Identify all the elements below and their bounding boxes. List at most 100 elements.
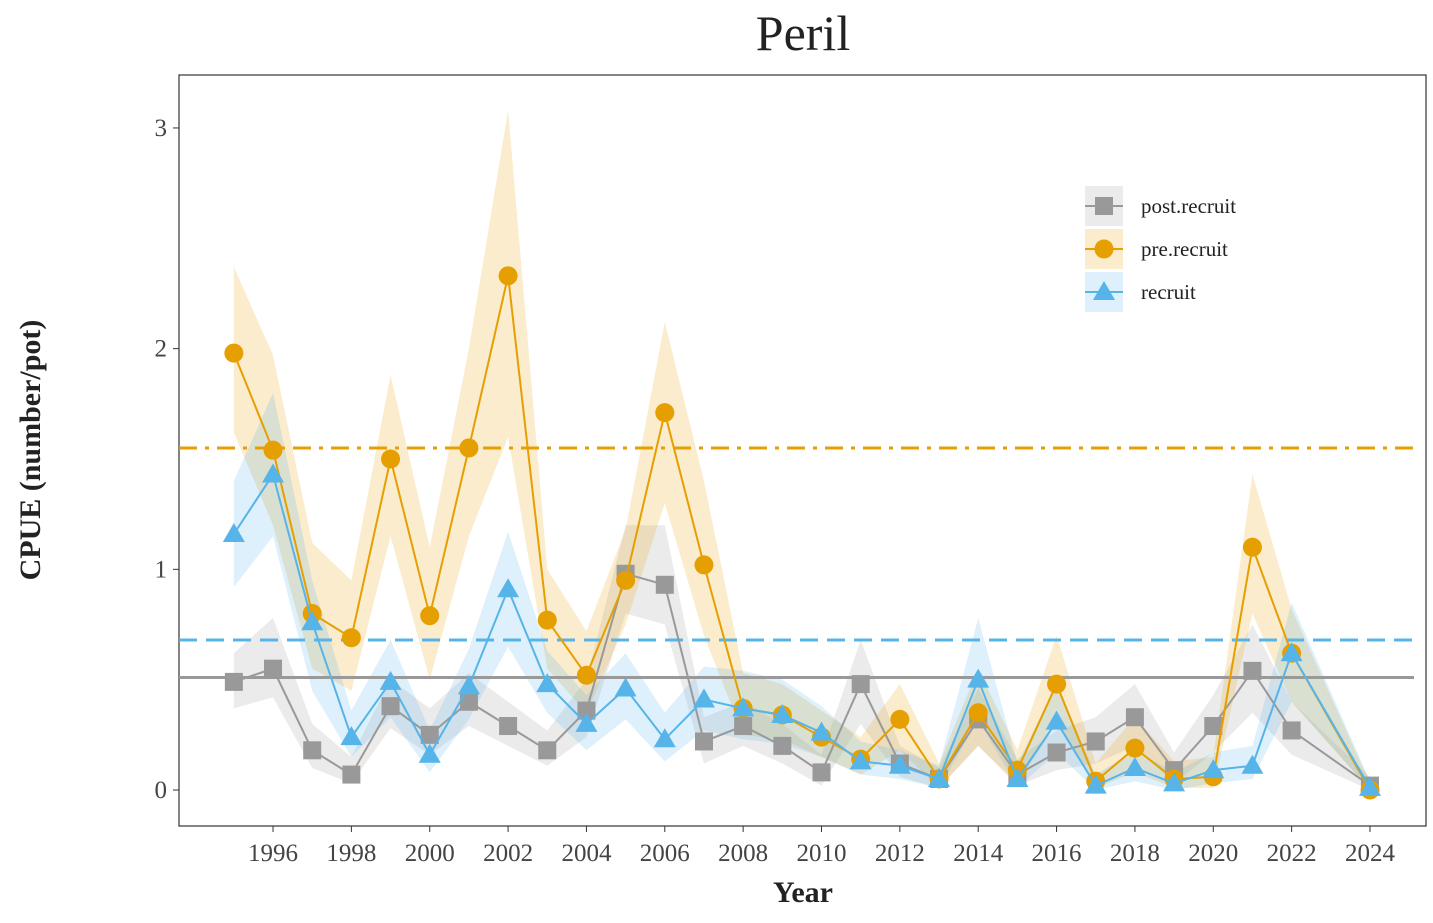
point: [655, 575, 674, 594]
point: [614, 677, 637, 697]
x-tick-label: 2002: [483, 840, 533, 867]
point: [1125, 738, 1145, 758]
confidence-band: [233, 110, 1370, 791]
point: [888, 754, 911, 774]
point: [1282, 721, 1301, 740]
point: [379, 670, 402, 690]
point: [224, 672, 243, 691]
point: [1204, 717, 1223, 736]
point: [577, 701, 596, 720]
point: [890, 709, 910, 729]
point: [340, 726, 363, 746]
point: [224, 343, 244, 363]
x-tick-label: 2004: [561, 840, 612, 867]
point: [928, 767, 951, 787]
point: [1006, 767, 1029, 787]
point: [459, 692, 478, 711]
point: [498, 266, 518, 286]
legend-marker: [1093, 281, 1115, 300]
point: [222, 523, 245, 543]
legend-label: pre.recruit: [1141, 237, 1228, 261]
point: [536, 673, 559, 693]
point: [732, 697, 755, 717]
x-tick-label: 2022: [1267, 840, 1317, 867]
x-tick-label: 2014: [953, 840, 1004, 867]
point: [264, 659, 283, 678]
point: [497, 578, 520, 598]
point: [262, 463, 285, 483]
point: [653, 728, 676, 748]
point: [734, 717, 753, 736]
point: [537, 610, 557, 630]
x-tick-label: 2000: [405, 840, 455, 867]
point: [341, 628, 361, 648]
legend-marker: [1094, 239, 1114, 259]
point: [1084, 774, 1107, 794]
point: [457, 675, 480, 695]
legend-marker: [1095, 197, 1113, 215]
point: [301, 611, 324, 631]
point: [810, 721, 833, 741]
x-tick-label: 2012: [875, 840, 925, 867]
x-tick-label: 2016: [1032, 840, 1082, 867]
point: [1163, 772, 1186, 792]
point: [773, 736, 792, 755]
point: [381, 449, 401, 469]
point: [771, 703, 794, 723]
point: [1125, 708, 1144, 727]
x-tick-label: 2010: [797, 840, 847, 867]
point: [420, 725, 439, 744]
point: [692, 688, 715, 708]
plot-layer: [179, 110, 1414, 800]
point: [1047, 743, 1066, 762]
point: [342, 765, 361, 784]
point: [381, 697, 400, 716]
chart-title: Peril: [756, 5, 850, 61]
point: [1241, 754, 1264, 774]
x-tick-label: 1998: [326, 840, 376, 867]
point: [1086, 732, 1105, 751]
point: [263, 440, 283, 460]
confidence-band: [233, 525, 1370, 791]
x-tick-label: 2006: [640, 840, 690, 867]
point: [694, 732, 713, 751]
point: [655, 403, 675, 423]
point: [812, 763, 831, 782]
point: [499, 717, 518, 736]
point: [967, 668, 990, 688]
y-tick-label: 3: [155, 115, 168, 142]
point: [575, 712, 598, 732]
x-tick-label: 2024: [1345, 840, 1396, 867]
point: [303, 741, 322, 760]
x-tick-label: 2018: [1110, 840, 1160, 867]
point: [1047, 674, 1067, 694]
confidence-band: [233, 392, 1370, 791]
legend-label: recruit: [1141, 280, 1196, 304]
point: [851, 675, 870, 694]
point: [1045, 710, 1068, 730]
point: [1123, 756, 1146, 776]
point: [459, 438, 479, 458]
point: [1242, 537, 1262, 557]
point: [616, 570, 636, 590]
x-tick-label: 2020: [1188, 840, 1238, 867]
y-tick-label: 0: [155, 777, 168, 804]
point: [1358, 776, 1381, 796]
point: [418, 743, 441, 763]
y-tick-label: 2: [155, 336, 168, 363]
point: [1243, 661, 1262, 680]
y-tick-label: 1: [155, 556, 168, 583]
point: [538, 741, 557, 760]
x-tick-label: 2008: [718, 840, 768, 867]
x-axis-label: Year: [773, 876, 833, 909]
point: [1202, 759, 1225, 779]
point: [694, 555, 714, 575]
y-axis-label: CPUE (number/pot): [14, 320, 47, 581]
point: [420, 606, 440, 626]
legend-label: post.recruit: [1141, 194, 1236, 218]
x-tick-label: 1996: [248, 840, 298, 867]
point: [968, 703, 988, 723]
point: [576, 665, 596, 685]
point: [1280, 642, 1303, 662]
